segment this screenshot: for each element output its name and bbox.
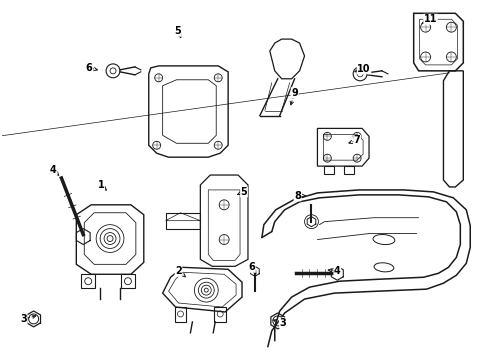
Text: 4: 4: [334, 266, 341, 276]
Text: 2: 2: [175, 266, 182, 276]
Text: 11: 11: [424, 14, 437, 24]
Text: 7: 7: [354, 135, 361, 145]
Text: 3: 3: [279, 318, 286, 328]
Text: 1: 1: [98, 180, 104, 190]
Text: 9: 9: [291, 88, 298, 98]
Text: 6: 6: [86, 63, 93, 73]
Text: 10: 10: [357, 64, 371, 74]
Text: 6: 6: [248, 262, 255, 272]
Text: 5: 5: [174, 26, 181, 36]
Text: 8: 8: [294, 191, 301, 201]
Text: 5: 5: [241, 187, 247, 197]
Text: 3: 3: [21, 314, 27, 324]
Text: 4: 4: [50, 165, 57, 175]
